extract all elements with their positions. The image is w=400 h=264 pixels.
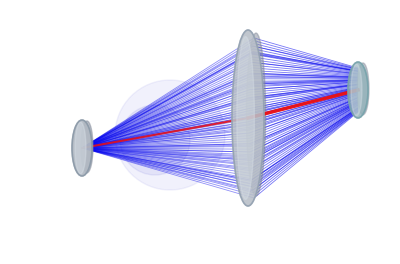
Ellipse shape bbox=[357, 63, 369, 115]
Ellipse shape bbox=[72, 120, 92, 176]
Ellipse shape bbox=[348, 62, 368, 118]
Circle shape bbox=[120, 105, 190, 175]
Ellipse shape bbox=[237, 37, 254, 199]
Ellipse shape bbox=[75, 122, 86, 174]
Ellipse shape bbox=[246, 33, 266, 196]
Ellipse shape bbox=[232, 30, 264, 206]
Circle shape bbox=[115, 80, 225, 190]
Ellipse shape bbox=[351, 64, 362, 116]
Ellipse shape bbox=[81, 121, 93, 173]
